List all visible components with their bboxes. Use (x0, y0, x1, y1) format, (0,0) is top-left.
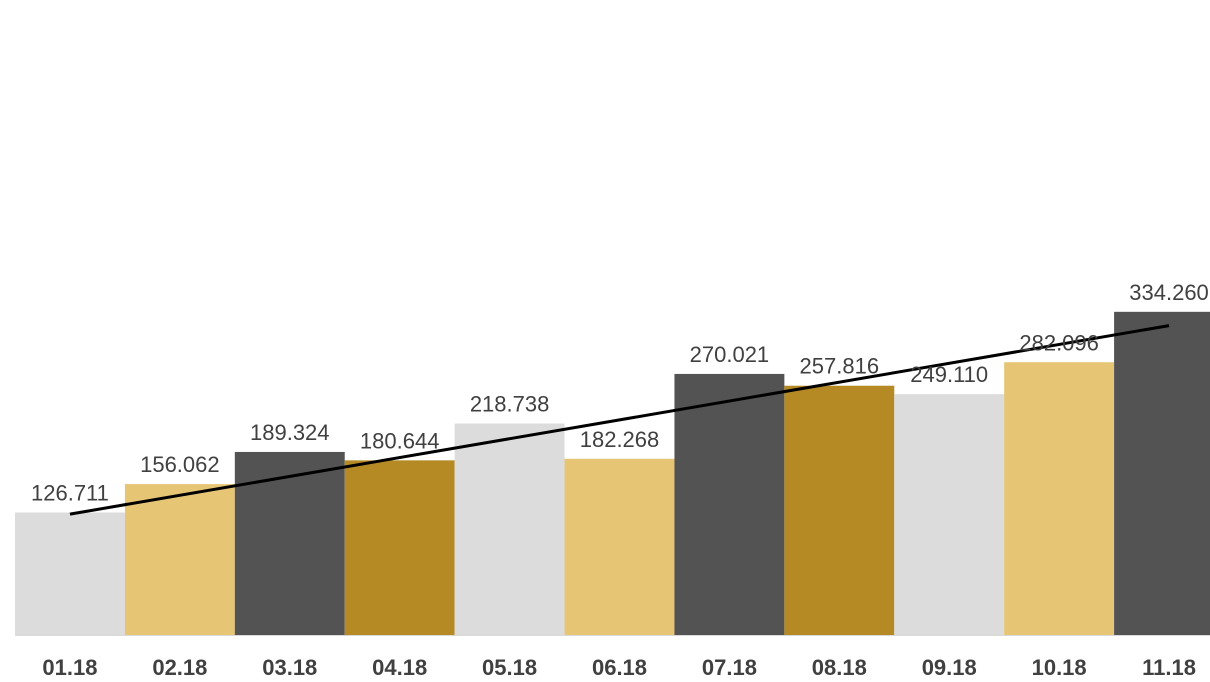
trendline (69, 324, 1170, 516)
value-label-01.18: 126.711 (31, 480, 109, 505)
trendline-group (69, 324, 1170, 516)
value-label-09.18: 249.110 (910, 362, 988, 387)
bar-08.18 (784, 385, 895, 635)
value-label-05.18: 218.738 (470, 392, 550, 417)
value-label-03.18: 189.324 (250, 420, 330, 445)
bar-03.18 (234, 451, 345, 635)
x-tick-label-02.18: 02.18 (152, 655, 207, 680)
value-label-11.18: 334.260 (1129, 280, 1209, 305)
bar-04.18 (344, 460, 455, 635)
value-label-08.18: 257.816 (800, 354, 880, 379)
x-tick-label-10.18: 10.18 (1032, 655, 1087, 680)
bar-02.18 (124, 484, 235, 635)
x-tick-label-05.18: 05.18 (482, 655, 537, 680)
value-label-10.18: 282.096 (1019, 330, 1099, 355)
x-tick-label-08.18: 08.18 (812, 655, 867, 680)
x-tick-label-03.18: 03.18 (262, 655, 317, 680)
bar-07.18 (674, 373, 785, 635)
bar-11.18 (1114, 311, 1210, 635)
bar-01.18 (15, 512, 125, 635)
bar-10.18 (1004, 362, 1115, 635)
bar-06.18 (564, 458, 675, 635)
bar-09.18 (894, 394, 1005, 635)
bars-group (15, 311, 1210, 635)
x-tick-label-09.18: 09.18 (922, 655, 977, 680)
x-tick-label-11.18: 11.18 (1142, 655, 1196, 680)
x-tick-label-06.18: 06.18 (592, 655, 647, 680)
x-tick-labels-group: 01.18 02.18 03.18 04.18 05.18 06.18 07.18 08.18… (42, 655, 1196, 680)
value-label-04.18: 180.644 (360, 428, 440, 453)
value-label-02.18: 156.062 (140, 452, 220, 477)
x-tick-label-07.18: 07.18 (702, 655, 757, 680)
bar-05.18 (454, 423, 565, 635)
x-tick-label-01.18: 01.18 (42, 655, 97, 680)
value-label-06.18: 182.268 (580, 427, 660, 452)
value-labels-group: 126.711 156.062 189.324 180.644 218.738 182.2… (31, 280, 1209, 506)
value-label-07.18: 270.021 (690, 342, 770, 367)
x-tick-label-04.18: 04.18 (372, 655, 427, 680)
